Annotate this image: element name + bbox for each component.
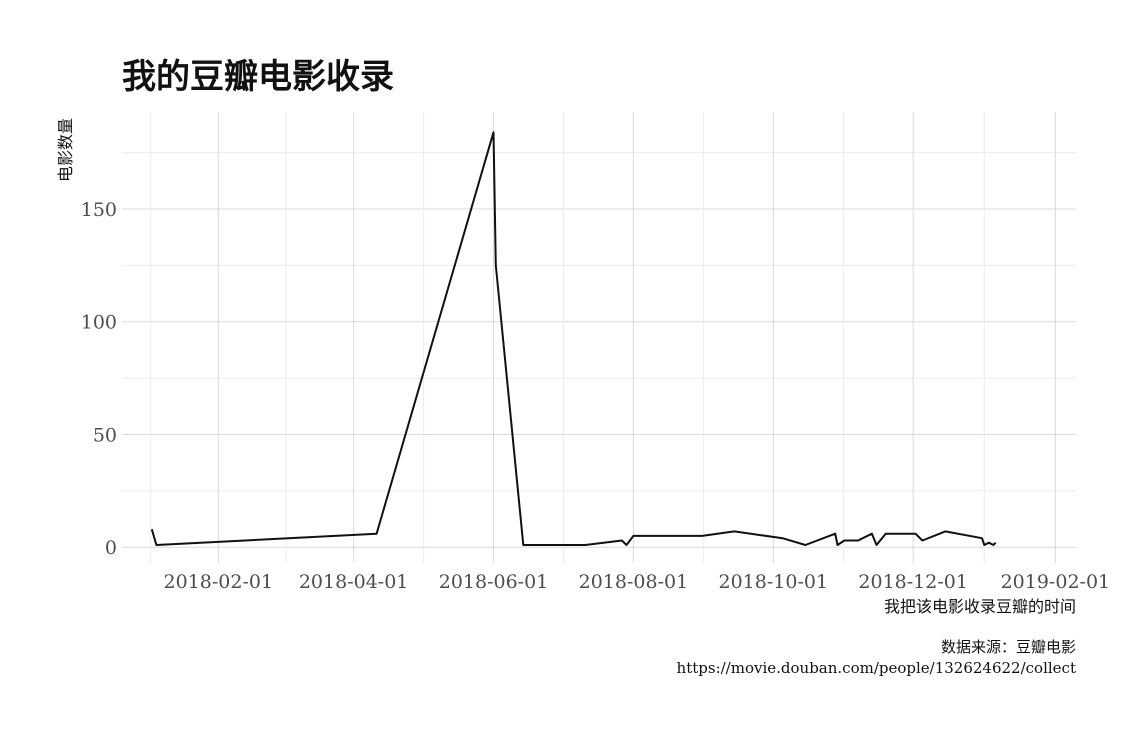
x-tick-label: 2019-02-01 bbox=[1001, 571, 1111, 593]
caption-url: https://movie.douban.com/people/13262462… bbox=[677, 659, 1076, 677]
y-tick-label: 100 bbox=[81, 312, 117, 334]
x-tick-labels: 2018-02-01 2018-04-01 2018-06-01 2018-08-01… bbox=[164, 571, 1111, 593]
gridlines bbox=[122, 112, 1076, 563]
chart-title: 我的豆瓣电影收录 bbox=[122, 57, 394, 97]
y-tick-labels: 0 50 100 150 bbox=[81, 199, 117, 559]
x-tick-label: 2018-04-01 bbox=[299, 571, 409, 593]
y-tick-label: 50 bbox=[93, 424, 117, 446]
x-tick-label: 2018-12-01 bbox=[858, 571, 968, 593]
x-tick-label: 2018-02-01 bbox=[164, 571, 274, 593]
caption-source: 数据来源：豆瓣电影 bbox=[941, 638, 1076, 656]
x-tick-label: 2018-06-01 bbox=[439, 571, 549, 593]
x-tick-label: 2018-10-01 bbox=[719, 571, 829, 593]
x-axis-label: 我把该电影收录豆瓣的时间 bbox=[884, 597, 1076, 616]
series-line bbox=[150, 131, 997, 546]
y-tick-label: 0 bbox=[105, 537, 117, 559]
y-tick-label: 150 bbox=[81, 199, 117, 221]
y-axis-label: 电影数量 bbox=[56, 118, 75, 182]
x-tick-label: 2018-08-01 bbox=[579, 571, 689, 593]
